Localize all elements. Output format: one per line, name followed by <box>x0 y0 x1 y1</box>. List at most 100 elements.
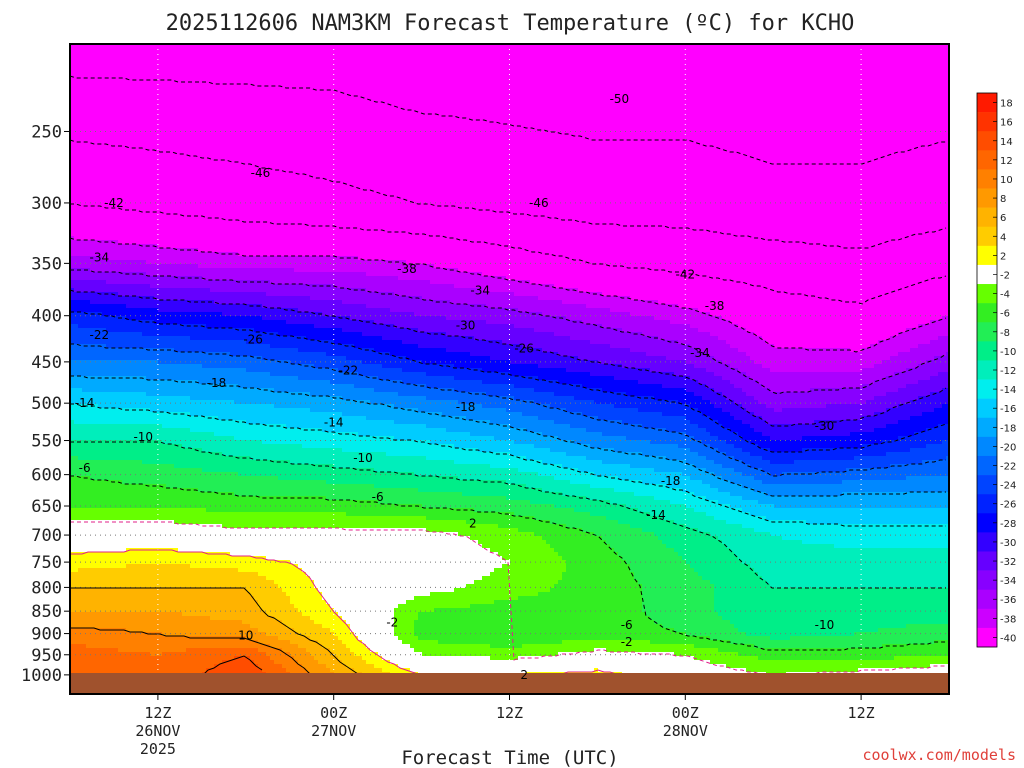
field-cell <box>102 448 107 453</box>
field-cell <box>110 352 115 357</box>
field-cell <box>74 128 79 133</box>
field-cell <box>94 272 99 277</box>
field-cell <box>90 220 95 225</box>
field-cell <box>110 252 115 257</box>
field-cell <box>74 96 79 101</box>
field-cell <box>126 416 131 421</box>
field-cell <box>114 56 119 61</box>
field-cell <box>74 232 79 237</box>
field-cell <box>118 400 123 405</box>
field-cell <box>106 592 111 597</box>
field-cell <box>110 88 115 93</box>
field-cell <box>126 120 131 125</box>
field-cell <box>114 380 119 385</box>
field-cell <box>126 260 131 265</box>
field-cell <box>90 500 95 505</box>
field-cell <box>74 104 79 109</box>
field-cell <box>94 224 99 229</box>
field-cell <box>82 80 87 85</box>
field-cell <box>126 104 131 109</box>
field-cell <box>106 80 111 85</box>
field-cell <box>98 632 103 637</box>
field-cell <box>86 600 91 605</box>
field-cell <box>102 508 107 513</box>
field-cell <box>122 104 127 109</box>
field-cell <box>82 88 87 93</box>
field-cell <box>90 424 95 429</box>
field-cell <box>114 608 119 613</box>
field-cell <box>106 284 111 289</box>
field-cell <box>110 656 115 661</box>
field-cell <box>110 516 115 521</box>
field-cell <box>90 428 95 433</box>
field-cell <box>118 420 123 425</box>
field-cell <box>110 188 115 193</box>
field-cell <box>118 256 123 261</box>
field-cell <box>126 196 131 201</box>
field-cell <box>98 296 103 301</box>
field-cell <box>106 116 111 121</box>
field-cell <box>126 280 131 285</box>
field-cell <box>90 80 95 85</box>
field-cell <box>90 180 95 185</box>
field-cell <box>114 668 119 673</box>
field-cell <box>126 372 131 377</box>
field-cell <box>86 212 91 217</box>
field-cell <box>78 572 83 577</box>
field-cell <box>126 632 131 637</box>
field-cell <box>98 556 103 561</box>
field-cell <box>102 468 107 473</box>
field-cell <box>118 484 123 489</box>
field-cell <box>86 528 91 533</box>
field-cell <box>82 188 87 193</box>
field-cell <box>110 80 115 85</box>
field-cell <box>94 496 99 501</box>
field-cell <box>78 232 83 237</box>
field-cell <box>94 92 99 97</box>
field-cell <box>114 312 119 317</box>
field-cell <box>110 596 115 601</box>
field-cell <box>114 456 119 461</box>
field-cell <box>110 460 115 465</box>
field-cell <box>98 120 103 125</box>
field-cell <box>90 224 95 229</box>
field-cell <box>98 640 103 645</box>
field-cell <box>98 468 103 473</box>
field-cell <box>114 604 119 609</box>
field-cell <box>118 444 123 449</box>
field-cell <box>98 184 103 189</box>
field-cell <box>122 568 127 573</box>
field-cell <box>82 412 87 417</box>
field-cell <box>122 60 127 65</box>
field-cell <box>114 660 119 665</box>
field-cell <box>78 108 83 113</box>
field-cell <box>122 252 127 257</box>
field-cell <box>94 484 99 489</box>
field-cell <box>126 60 131 65</box>
field-cell <box>126 296 131 301</box>
field-cell <box>110 468 115 473</box>
field-cell <box>126 124 131 129</box>
field-cell <box>98 592 103 597</box>
field-cell <box>114 64 119 69</box>
field-cell <box>110 424 115 429</box>
field-cell <box>90 168 95 173</box>
field-cell <box>102 388 107 393</box>
field-cell <box>118 52 123 57</box>
field-cell <box>126 664 131 669</box>
field-cell <box>106 92 111 97</box>
field-cell <box>106 432 111 437</box>
field-cell <box>102 84 107 89</box>
field-cell <box>94 556 99 561</box>
field-cell <box>90 352 95 357</box>
field-cell <box>106 272 111 277</box>
field-cell <box>114 100 119 105</box>
field-cell <box>82 628 87 633</box>
field-cell <box>106 616 111 621</box>
field-cell <box>86 228 91 233</box>
field-cell <box>126 608 131 613</box>
field-cell <box>74 628 79 633</box>
field-cell <box>122 496 127 501</box>
field-cell <box>106 348 111 353</box>
field-cell <box>82 156 87 161</box>
